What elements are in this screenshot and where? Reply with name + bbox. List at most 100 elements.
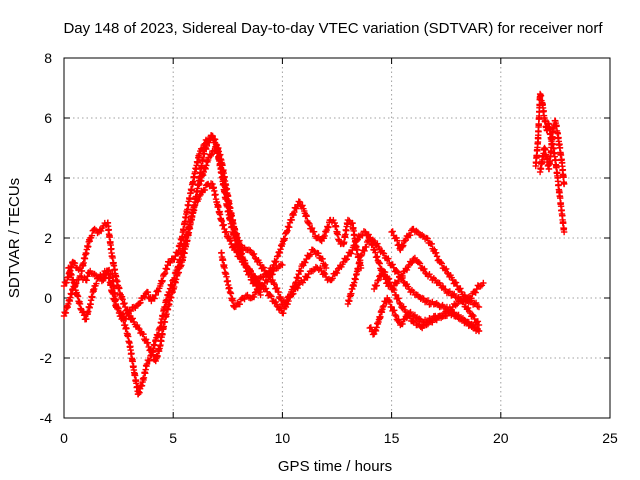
data-point xyxy=(401,237,408,245)
data-point xyxy=(135,324,142,332)
data-point-fill xyxy=(432,249,440,256)
data-point-fill xyxy=(308,224,316,232)
data-point xyxy=(475,303,483,311)
y-tick-label: 0 xyxy=(44,290,52,306)
data-point xyxy=(475,321,483,329)
data-point-fill xyxy=(400,242,407,249)
data-point-fill xyxy=(455,311,462,319)
data-point xyxy=(392,291,400,299)
data-point xyxy=(560,228,568,236)
data-point-fill xyxy=(329,275,336,282)
x-tick-label: 25 xyxy=(602,430,618,446)
data-point-fill xyxy=(129,315,136,322)
data-point-fill xyxy=(451,309,458,316)
y-tick-label: -2 xyxy=(40,350,53,366)
data-point-fill xyxy=(319,255,326,263)
y-tick-label: -4 xyxy=(40,410,53,426)
y-tick-label: 6 xyxy=(44,110,52,126)
data-point-fill xyxy=(208,151,215,158)
data-point-fill xyxy=(390,264,397,271)
data-point-fill xyxy=(367,324,375,331)
data-point-fill xyxy=(140,330,147,338)
data-point-fill xyxy=(171,256,178,263)
data-point-fill xyxy=(206,139,213,146)
data-point-fill xyxy=(304,274,311,281)
data-point-fill xyxy=(310,228,318,235)
data-point-fill xyxy=(446,288,454,295)
data-point-fill xyxy=(461,291,468,299)
data-point xyxy=(560,180,568,188)
data-point-fill xyxy=(470,312,477,320)
data-point-fill xyxy=(236,301,244,308)
data-point-fill xyxy=(438,260,446,267)
data-point-fill xyxy=(247,267,254,275)
x-tick-label: 10 xyxy=(275,430,291,446)
data-point-fill xyxy=(406,232,414,239)
data-point-fill xyxy=(237,251,244,258)
data-point-fill xyxy=(380,250,388,257)
data-point-fill xyxy=(236,237,243,244)
data-point-fill xyxy=(406,313,414,320)
data-point-fill xyxy=(284,300,291,308)
data-point xyxy=(152,291,159,299)
data-point-fill xyxy=(302,259,309,266)
data-point-fill xyxy=(321,270,329,278)
data-point-fill xyxy=(101,275,109,282)
data-point xyxy=(375,276,382,284)
data-point-fill xyxy=(381,272,388,279)
data-point-fill xyxy=(250,293,258,301)
data-point-fill xyxy=(294,284,301,292)
data-point-fill xyxy=(433,316,440,324)
data-point-fill xyxy=(321,232,328,240)
data-point-fill xyxy=(395,295,402,302)
data-point-fill xyxy=(386,298,394,306)
data-point-fill xyxy=(124,307,131,314)
data-point-fill xyxy=(267,292,274,299)
y-axis-label: SDTVAR / TECUs xyxy=(6,178,23,298)
data-point-fill xyxy=(389,228,396,235)
data-point-fill xyxy=(262,285,270,292)
data-point-fill xyxy=(424,297,432,304)
data-point-fill xyxy=(380,302,387,310)
data-point-fill xyxy=(295,281,302,288)
data-point-fill xyxy=(389,286,396,293)
data-point-fill xyxy=(273,302,281,310)
data-point-fill xyxy=(137,299,144,306)
data-point-fill xyxy=(280,310,287,317)
data-point-fill xyxy=(421,265,428,273)
data-point xyxy=(296,198,304,206)
data-point xyxy=(379,303,387,311)
data-point-fill xyxy=(269,276,276,284)
data-point-fill xyxy=(333,269,341,277)
chart-title: Day 148 of 2023, Sidereal Day-to-day VTE… xyxy=(63,20,603,37)
data-point-fill xyxy=(433,253,441,260)
data-point-fill xyxy=(299,202,306,209)
data-point-fill xyxy=(385,275,393,282)
data-point-fill xyxy=(63,279,70,286)
data-point-fill xyxy=(464,304,472,312)
data-point-fill xyxy=(394,277,402,285)
data-point-fill xyxy=(290,290,297,297)
data-point xyxy=(322,264,330,272)
data-point-fill xyxy=(400,303,407,310)
data-point-fill xyxy=(151,295,158,302)
data-point-fill xyxy=(399,320,406,328)
data-point-fill xyxy=(273,284,281,292)
data-point-fill xyxy=(149,351,157,358)
data-point-fill xyxy=(361,247,368,255)
data-point-fill xyxy=(444,269,451,277)
data-point-fill xyxy=(115,305,122,312)
data-point-fill xyxy=(399,243,406,250)
data-point-fill xyxy=(273,258,280,265)
data-point xyxy=(475,327,483,335)
data-point-fill xyxy=(399,272,406,280)
data-point-fill xyxy=(114,304,121,311)
data-point-fill xyxy=(400,278,407,286)
data-point-fill xyxy=(389,261,396,268)
data-point xyxy=(388,303,395,311)
data-point-fill xyxy=(144,339,152,346)
x-tick-label: 5 xyxy=(169,430,177,446)
data-point-fill xyxy=(64,274,71,281)
data-point-fill xyxy=(258,281,266,289)
